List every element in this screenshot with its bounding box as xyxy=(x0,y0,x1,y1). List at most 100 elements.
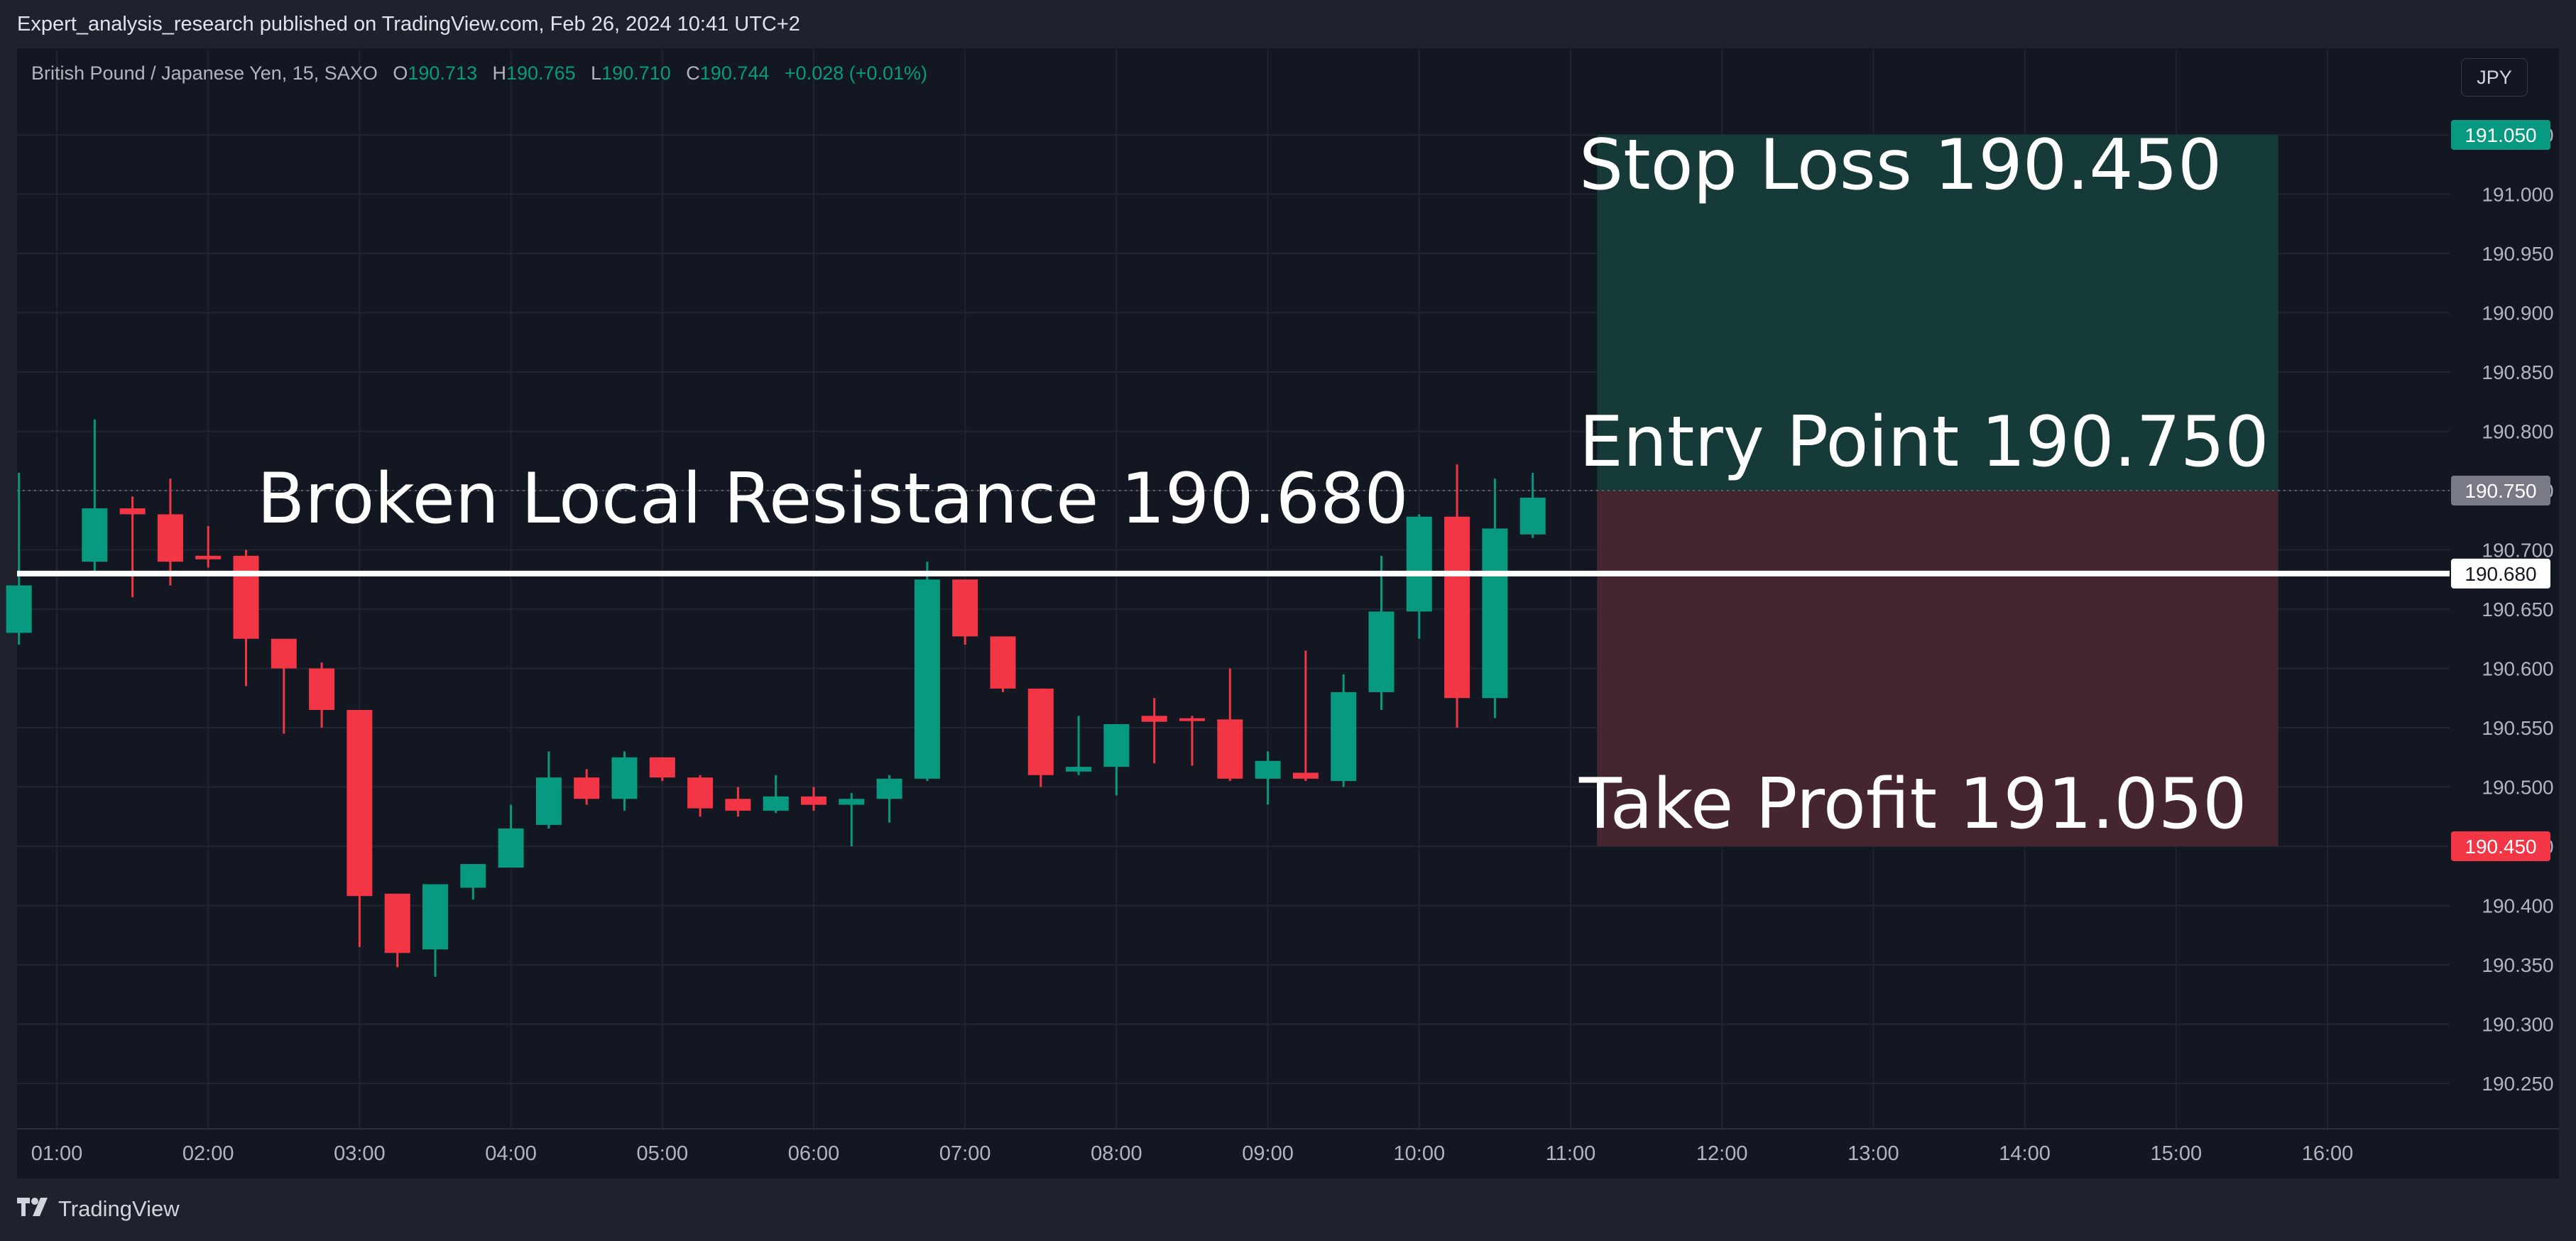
open-label: O xyxy=(393,62,408,84)
stop-loss-label: Stop Loss 190.450 xyxy=(1579,125,2222,206)
open-value: 190.713 xyxy=(408,62,477,84)
close-label: C xyxy=(686,62,700,84)
tradingview-brand[interactable]: TradingView xyxy=(17,1191,180,1227)
x-tick-label: 13:00 xyxy=(1848,1142,1899,1165)
x-tick-label: 08:00 xyxy=(1091,1142,1142,1165)
candle-body xyxy=(1482,528,1508,699)
tradingview-logo-icon xyxy=(17,1196,50,1222)
candle-body xyxy=(1217,719,1243,779)
candle-body xyxy=(1255,760,1281,779)
stop-loss-price-badge-bg xyxy=(2451,831,2550,861)
candle-body xyxy=(687,777,714,809)
take-profit-price-badge: 191.050 xyxy=(2465,124,2536,146)
entry-point-label: Entry Point 190.750 xyxy=(1579,402,2269,483)
profit-zone xyxy=(1597,135,2278,491)
take-profit-price-badge-bg xyxy=(2451,120,2550,150)
take-profit-label: Take Profit 191.050 xyxy=(1578,764,2247,845)
candle-body xyxy=(1066,767,1092,772)
time-axis: 01:00 02:00 03:00 04:00 05:00 06:00 07:00 08:00… xyxy=(31,1142,2354,1165)
entry-price-badge-bg xyxy=(2451,476,2550,505)
y-tick-label: 190.250 xyxy=(2482,1073,2553,1095)
stop-loss-price-badge: 190.450 xyxy=(2465,836,2536,858)
position-zones xyxy=(1597,135,2278,846)
x-tick-label: 16:00 xyxy=(2302,1142,2354,1165)
candle-body xyxy=(233,555,259,639)
x-tick-label: 15:00 xyxy=(2151,1142,2203,1165)
candle-body xyxy=(119,508,146,515)
x-tick-label: 10:00 xyxy=(1394,1142,1446,1165)
candle-body xyxy=(876,778,902,799)
y-tick-label: 190.600 xyxy=(2482,658,2553,680)
y-tick-label: 190.350 xyxy=(2482,954,2553,976)
currency-button[interactable]: JPY xyxy=(2461,58,2528,97)
y-tick-label: 190.550 xyxy=(2482,717,2553,739)
candle-body xyxy=(839,799,865,805)
x-tick-label: 02:00 xyxy=(182,1142,234,1165)
x-tick-label: 12:00 xyxy=(1696,1142,1748,1165)
candle-body xyxy=(346,709,373,897)
candle-body xyxy=(1368,611,1395,692)
candles xyxy=(6,419,1546,977)
x-tick-label: 11:00 xyxy=(1546,1142,1595,1165)
candle-body xyxy=(574,777,600,799)
x-tick-label: 05:00 xyxy=(637,1142,689,1165)
annotations: Stop Loss 190.450 Entry Point 190.750 Take… xyxy=(257,125,2269,845)
candle-body xyxy=(1406,516,1432,612)
candle-body xyxy=(1027,688,1054,775)
candle-body xyxy=(649,757,675,778)
price-axis: 190.250 190.300 190.350 190.400 190.450 190.5… xyxy=(2451,120,2554,1095)
symbol-name: British Pound / Japanese Yen, 15, SAXO xyxy=(31,62,378,84)
low-label: L xyxy=(591,62,602,84)
bottom-bar xyxy=(0,1179,2576,1241)
candle-body xyxy=(801,796,826,805)
candle-body xyxy=(498,828,524,868)
x-tick-label: 09:00 xyxy=(1242,1142,1294,1165)
top-bar: Expert_analysis_research published on Tr… xyxy=(0,0,2576,50)
y-tick-label: 190.850 xyxy=(2482,361,2553,383)
y-tick-label: 190.300 xyxy=(2482,1014,2553,1036)
price-lines xyxy=(17,490,2450,576)
candle-body xyxy=(195,555,222,559)
entry-price-badge: 190.750 xyxy=(2465,480,2536,502)
candle-body xyxy=(1141,716,1167,722)
publication-info: Expert_analysis_research published on Tr… xyxy=(17,13,800,35)
resistance-price-badge: 190.680 xyxy=(2465,563,2536,585)
candle-body xyxy=(763,796,789,811)
x-tick-label: 04:00 xyxy=(485,1142,537,1165)
y-tick-label: 190.900 xyxy=(2482,302,2553,324)
candle-body xyxy=(1444,516,1470,699)
candle-body xyxy=(952,579,978,637)
y-tick-label: 190.650 xyxy=(2482,598,2553,620)
high-label: H xyxy=(492,62,507,84)
low-value: 190.710 xyxy=(601,62,671,84)
candle-body xyxy=(611,757,638,799)
candle-body xyxy=(914,579,940,779)
y-tick-label: 191.000 xyxy=(2482,184,2553,206)
resistance-price-badge-bg xyxy=(2451,558,2550,589)
candle-body xyxy=(422,884,448,950)
y-tick-label: 190.950 xyxy=(2482,243,2553,265)
candle-body xyxy=(384,893,410,953)
candle-body xyxy=(82,508,108,562)
y-tick-label: 190.500 xyxy=(2482,777,2553,799)
candle-body xyxy=(725,799,751,811)
brand-name: TradingView xyxy=(58,1196,180,1221)
candle-body xyxy=(1519,498,1546,535)
candle-body xyxy=(271,638,297,669)
y-tick-label: 190.700 xyxy=(2482,540,2553,562)
change-value: +0.028 (+0.01%) xyxy=(784,62,928,84)
candle-body xyxy=(535,777,562,825)
candle-body xyxy=(157,514,183,562)
x-tick-label: 06:00 xyxy=(788,1142,840,1165)
candle-body xyxy=(460,864,486,888)
candle-body xyxy=(1331,691,1357,782)
x-tick-label: 01:00 xyxy=(31,1142,83,1165)
candle-body xyxy=(1292,772,1319,779)
candle-body xyxy=(6,585,32,633)
y-tick-label: 190.400 xyxy=(2482,895,2553,917)
close-value: 190.744 xyxy=(699,62,770,84)
candle-body xyxy=(1179,718,1205,721)
x-tick-label: 14:00 xyxy=(1999,1142,2051,1165)
x-tick-label: 03:00 xyxy=(334,1142,386,1165)
